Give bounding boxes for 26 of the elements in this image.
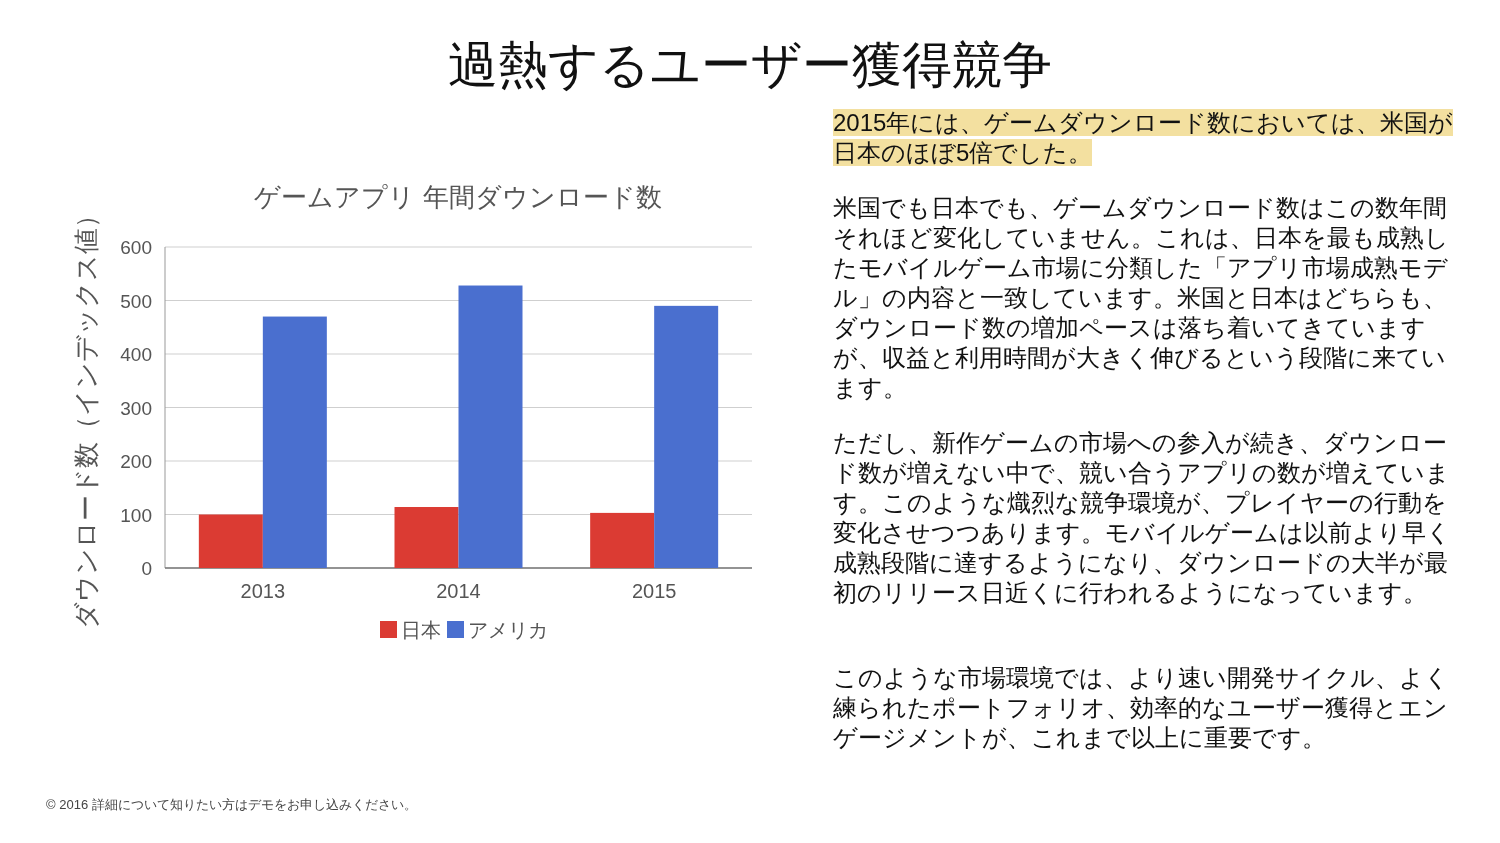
y-tick-label: 600: [120, 237, 152, 258]
bar: [198, 514, 263, 568]
y-axis-title: ダウンロード数（インデックス値）: [71, 201, 101, 629]
chart-title: 過熱するユーザー獲得競争: [447, 36, 1053, 95]
y-tick-label: 100: [120, 504, 152, 526]
x-tick-label: 2015: [631, 580, 677, 602]
x-tick-label: 2013: [240, 580, 286, 602]
x-tick-label: 2014: [436, 580, 481, 602]
y-tick-label: 200: [120, 451, 152, 472]
y-tick-label: 300: [120, 397, 152, 419]
legend-label: アメリカ: [468, 619, 548, 641]
text: ただし、新作ゲームの市場への参入が続き、ダウンロード数が増えない中で、競い合うアプリの数が増えています。このような熾烈な競争環境が、プレイヤーの行動を変化させつつあります。モバイルゲームは以前より早く成熟段階に達するようになり、ダウンロードの大半が最初のリリース日近くに行われるようになっています。: [833, 428, 1452, 608]
text: 米国でも日本でも、ゲームダウンロード数はこの数年間それほど変化していません。これは、日本を最も成熟したモバイルゲーム市場に分類した「アプリ市場成熟モデル」の内容と一致しています。米国と日本はどちらも、ダウンロード数の増加ペースは落ち着いてきていますが、収益と利用時間が大きく伸びるという段階に来ています。: [833, 193, 1450, 403]
legend-label: 日本: [401, 619, 441, 641]
bar: [654, 305, 719, 568]
chart-subtitle: ゲームアプリ 年間ダウンロード数: [254, 182, 662, 212]
text: © 2016 詳細について知りたい方はデモをお申し込みください。: [46, 796, 417, 814]
text: このような市場環境では、より速い開発サイクル、よく練られたポートフォリオ、効率的なユーザー獲得とエンゲージメントが、これまで以上に重要です。: [833, 663, 1450, 753]
y-tick-label: 400: [120, 344, 152, 365]
text: 2015年には、ゲームダウンロード数においては、米国が日本のほぼ5倍でした。: [833, 109, 1454, 166]
bar: [590, 512, 655, 568]
y-tick-label: 0: [141, 558, 152, 579]
y-tick-label: 500: [120, 290, 152, 312]
bar: [458, 285, 523, 568]
bar: [262, 316, 327, 568]
bar: [394, 507, 459, 568]
